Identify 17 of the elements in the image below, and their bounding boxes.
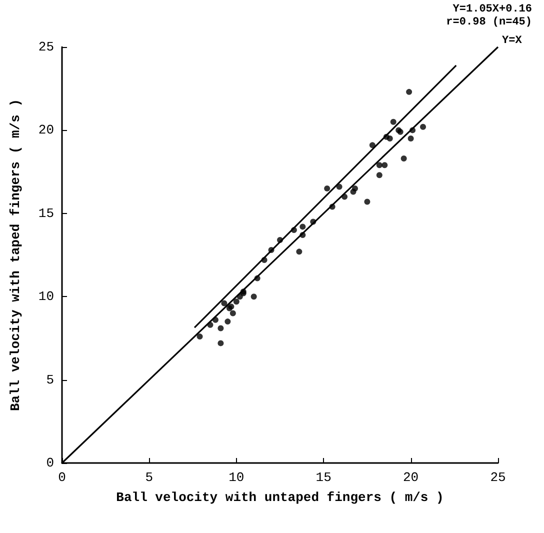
x-tick-label: 15 [316,470,332,485]
y-tick-label: 15 [38,206,54,221]
y-axis-title: Ball velocity with taped fingers ( m/s ) [8,98,23,412]
x-tick-label: 20 [402,470,419,485]
x-tick-label: 0 [58,470,66,485]
text: Y=1.05X+0.16 [452,4,532,16]
annotation: Y=X [502,35,522,47]
x-axis-title: Ball velocity with untaped fingers ( m/s ) [116,490,444,505]
x-tick-label: 10 [228,470,244,485]
x-tick-label: 5 [145,470,154,485]
text: r=0.98 (n=45) [446,16,532,28]
y-tick-label: 25 [38,40,54,54]
y-tick-label: 5 [46,372,54,388]
y-tick-label: 0 [46,456,54,470]
x-tick-label: 25 [490,470,506,485]
y-tick-label: 20 [38,122,54,138]
y-tick-label: 10 [38,289,54,304]
